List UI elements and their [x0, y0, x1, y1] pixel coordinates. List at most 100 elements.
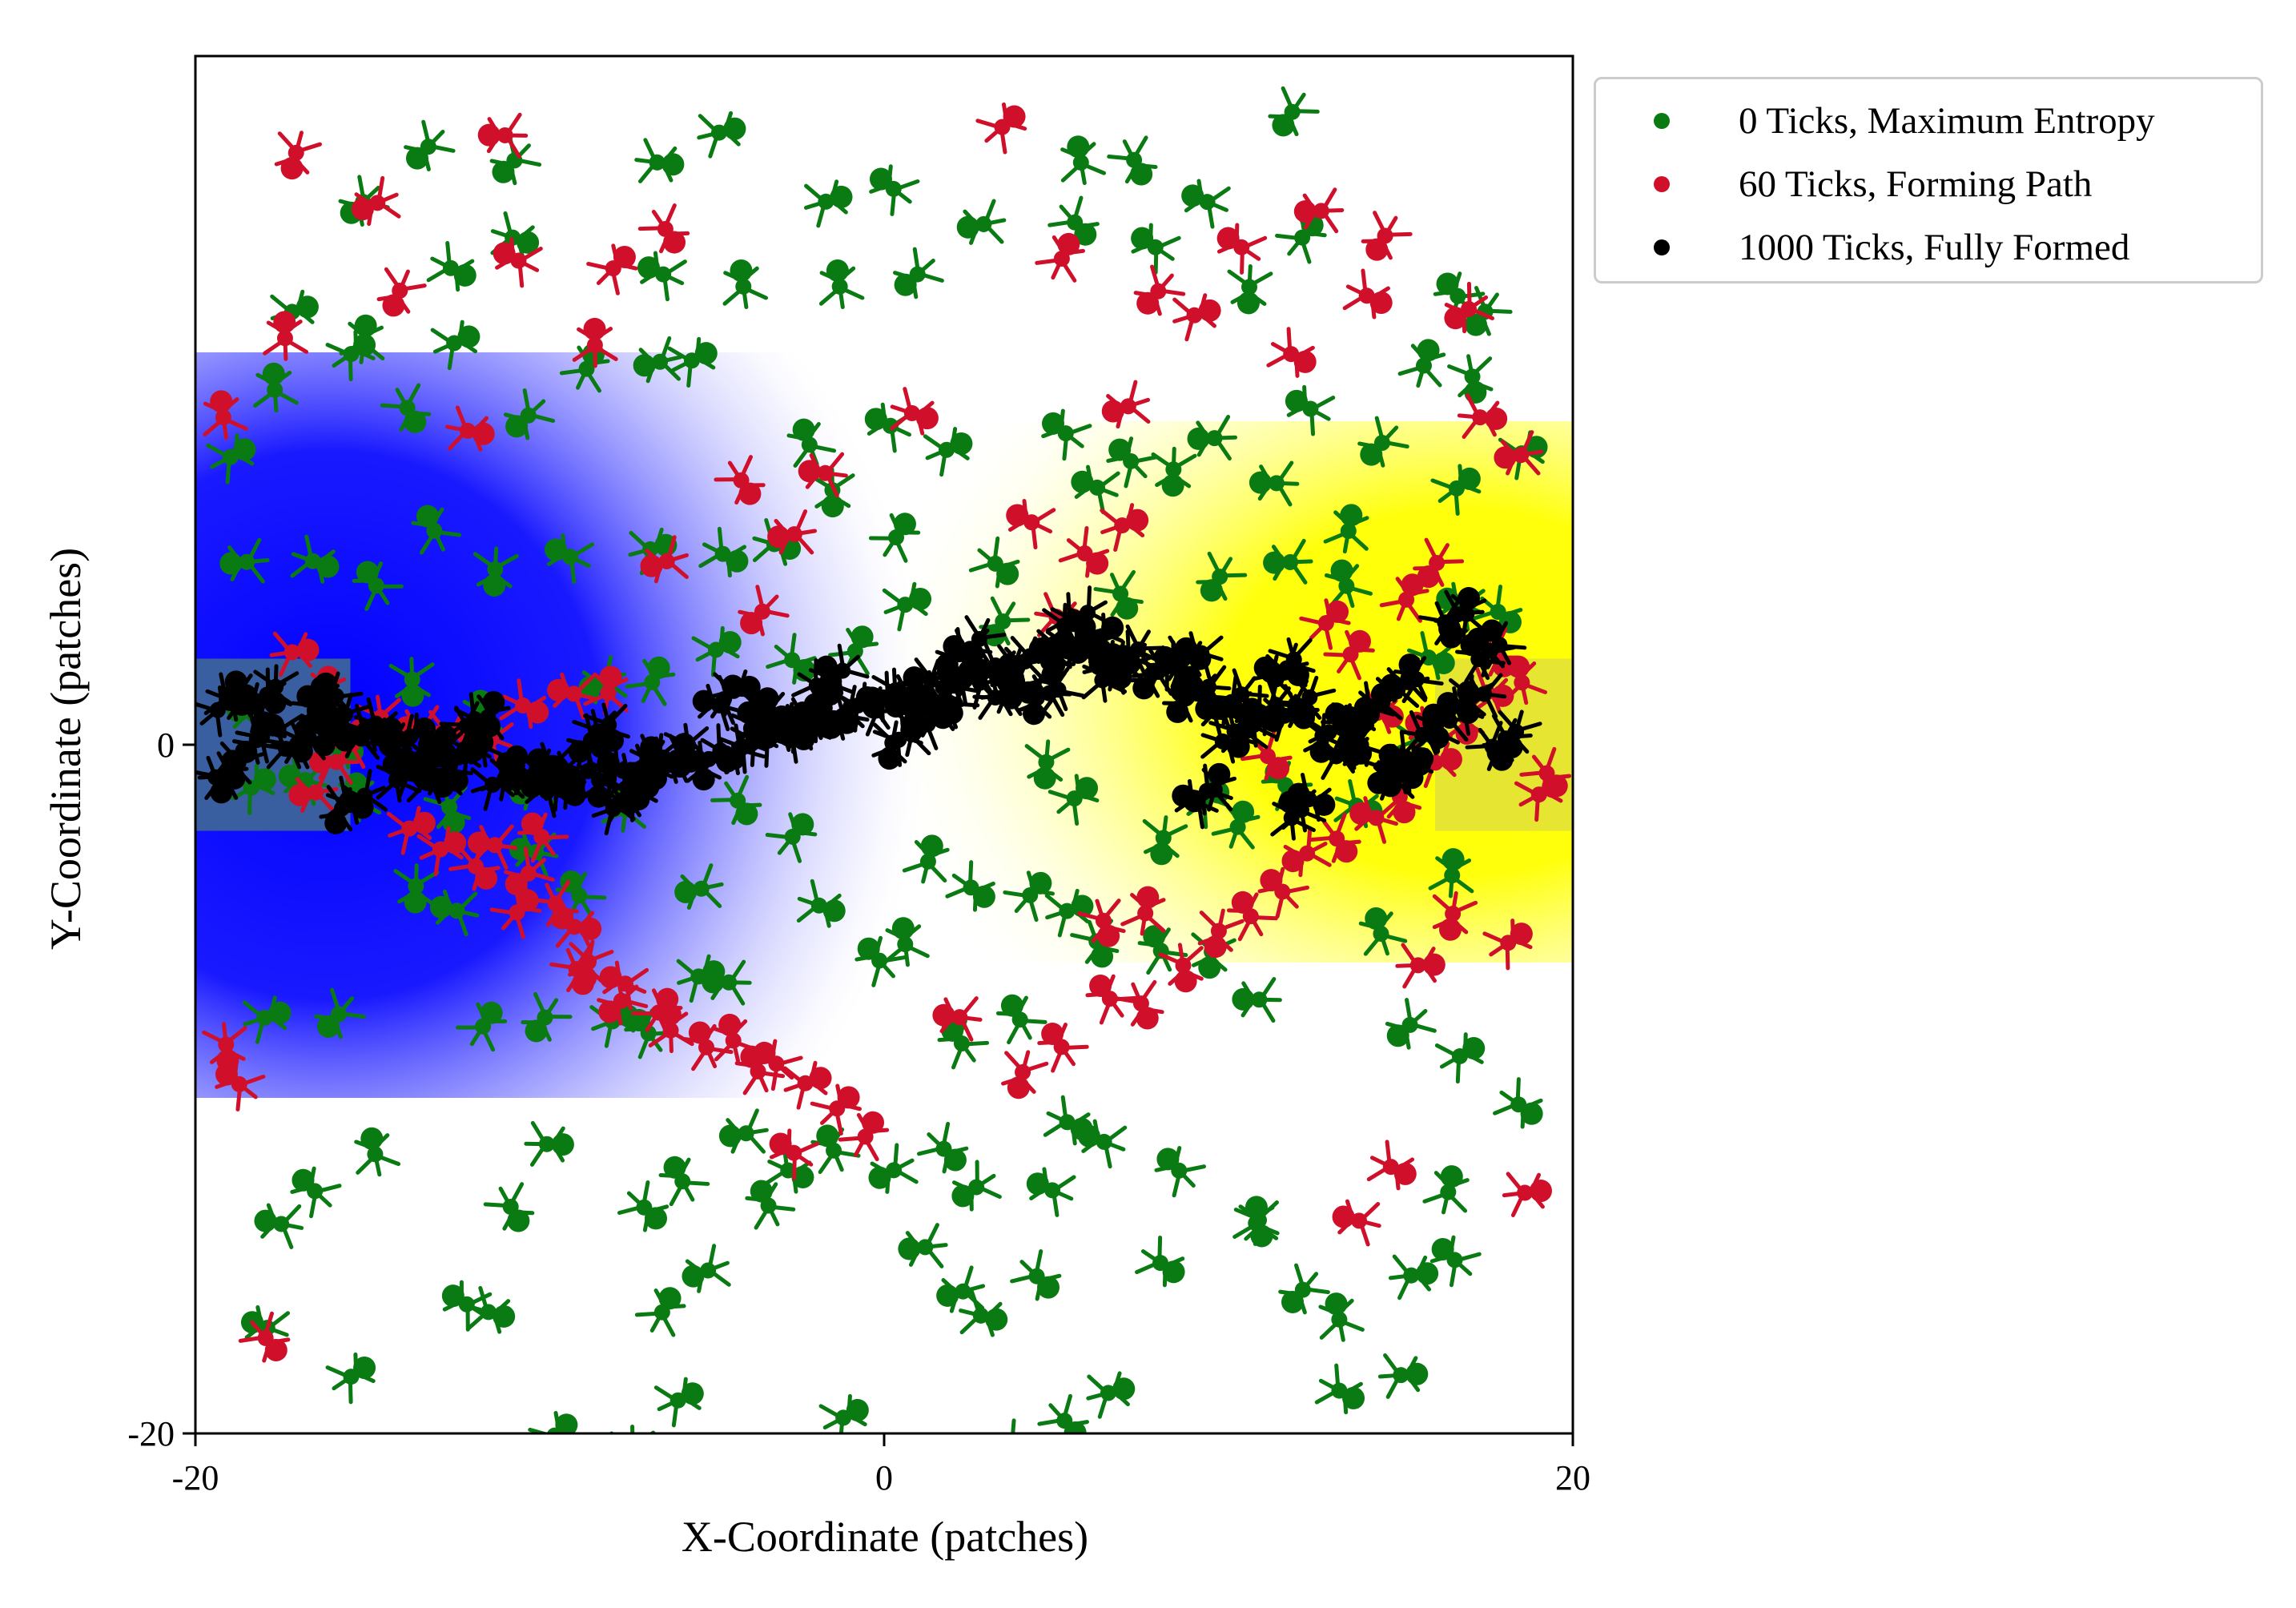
ant-marker — [722, 259, 769, 310]
ant-marker — [1158, 943, 1204, 993]
ant-marker — [782, 1060, 832, 1110]
ant-marker — [714, 455, 766, 505]
ant-marker — [549, 945, 600, 995]
ant-marker — [1003, 870, 1055, 923]
ant-marker — [871, 720, 918, 770]
ant-marker — [1101, 380, 1151, 429]
ant-marker — [1266, 327, 1317, 378]
ant-marker — [1006, 499, 1056, 550]
ant-marker — [1502, 1172, 1552, 1217]
ant-marker — [460, 690, 511, 741]
ant-marker — [810, 1124, 861, 1175]
ant-marker — [766, 633, 817, 685]
ant-marker — [745, 1180, 796, 1230]
ant-marker — [633, 336, 682, 384]
ant-marker — [219, 537, 270, 584]
ant-marker — [1413, 537, 1465, 589]
series-3 — [195, 585, 1542, 841]
ant-marker — [1037, 1393, 1089, 1433]
ant-marker — [1187, 415, 1237, 461]
ant-marker — [959, 1289, 1008, 1337]
ant-marker — [1270, 790, 1316, 841]
ant-marker — [1444, 281, 1494, 334]
ant-marker — [1154, 1145, 1206, 1198]
ant-marker — [936, 1265, 986, 1313]
ant-marker — [1377, 1353, 1429, 1399]
ant-marker — [1010, 1249, 1062, 1301]
ant-marker — [637, 203, 690, 254]
ant-marker — [1010, 1418, 1016, 1433]
ant-marker — [1106, 436, 1158, 488]
ant-marker — [352, 561, 404, 612]
ant-marker — [764, 1143, 814, 1194]
ant-marker — [1135, 1235, 1185, 1288]
ant-marker — [1081, 653, 1128, 703]
ant-marker — [566, 713, 618, 766]
ant-marker — [1428, 848, 1474, 898]
ant-marker — [545, 533, 595, 585]
ant-marker — [653, 1377, 704, 1428]
ant-marker — [818, 259, 865, 310]
ant-marker — [354, 1127, 401, 1177]
ant-marker — [683, 1021, 734, 1071]
ant-marker — [917, 1121, 969, 1174]
ant-marker — [945, 860, 995, 912]
ant-marker — [1015, 675, 1063, 726]
ant-marker — [767, 509, 818, 555]
ant-marker — [1323, 504, 1369, 554]
ant-marker — [868, 1143, 919, 1194]
ant-marker — [524, 1120, 574, 1167]
ant-marker — [1131, 223, 1181, 275]
ant-marker — [1379, 573, 1429, 623]
ant-marker — [1037, 1022, 1089, 1073]
ant-marker — [798, 452, 848, 498]
ant-marker — [1195, 691, 1245, 738]
ant-marker — [1077, 898, 1126, 947]
legend-marker — [1654, 239, 1670, 255]
legend-marker — [1654, 113, 1670, 129]
ant-marker — [818, 1393, 869, 1433]
ant-marker — [1133, 264, 1186, 316]
ant-marker — [1357, 416, 1409, 468]
ant-marker — [868, 513, 921, 563]
ant-marker — [634, 138, 685, 183]
ant-marker — [1172, 778, 1222, 830]
ant-marker — [1226, 890, 1278, 942]
x-axis-title: X-Coordinate (patches) — [681, 1513, 1089, 1561]
ant-marker — [937, 1019, 990, 1070]
ant-marker — [269, 631, 320, 677]
ant-marker — [1323, 629, 1375, 681]
ant-marker — [252, 362, 299, 413]
ant-marker — [380, 383, 432, 433]
ant-marker — [851, 685, 904, 737]
ant-marker — [499, 678, 549, 730]
ant-marker — [291, 685, 342, 735]
ant-marker — [1447, 354, 1494, 404]
ant-marker — [376, 753, 421, 803]
ant-marker — [520, 769, 569, 818]
ant-marker — [1342, 268, 1393, 320]
ant-marker — [1060, 135, 1107, 186]
ant-marker — [1268, 86, 1320, 137]
ant-marker — [1035, 232, 1085, 283]
ant-marker — [1432, 890, 1478, 941]
ant-marker — [1093, 569, 1144, 620]
ant-marker — [1465, 721, 1518, 771]
ant-marker — [590, 786, 640, 836]
ant-marker — [804, 179, 853, 228]
ant-marker — [195, 754, 239, 804]
ant-marker — [1370, 664, 1420, 712]
ant-marker — [1318, 1292, 1365, 1342]
ant-marker — [935, 627, 987, 679]
ant-marker — [898, 1223, 948, 1268]
ant-marker — [1422, 1165, 1470, 1215]
ant-marker — [445, 405, 495, 452]
ant-marker — [1211, 800, 1261, 850]
ant-marker — [1024, 739, 1071, 790]
ant-marker — [1070, 919, 1120, 968]
ant-marker — [586, 243, 638, 295]
ant-marker — [231, 681, 284, 734]
ant-marker — [263, 724, 313, 770]
ant-marker — [1181, 179, 1231, 229]
ant-marker — [270, 289, 319, 339]
